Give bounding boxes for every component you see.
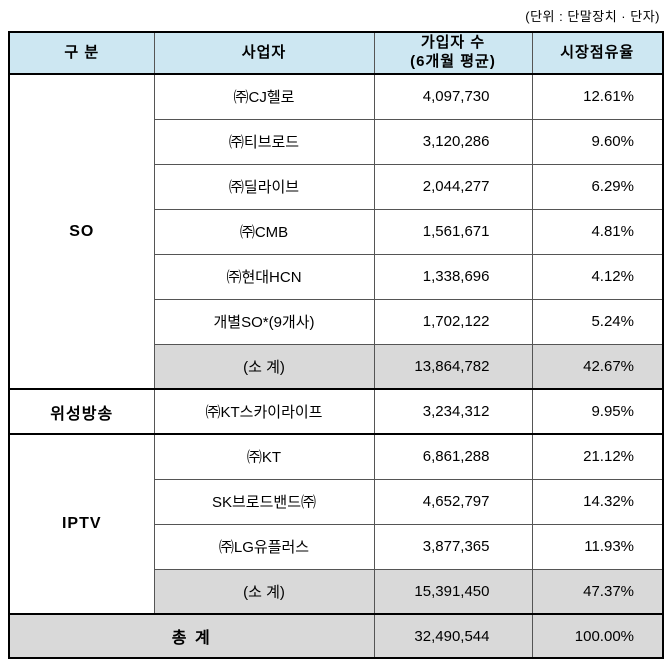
header-row: 구 분 사업자 가입자 수 (6개월 평균) 시장점유율 xyxy=(8,31,664,75)
total-label: 총 계 xyxy=(8,613,375,659)
share-cell: 14.32% xyxy=(531,478,664,525)
total-row: 총 계 32,490,544 100.00% xyxy=(8,613,664,659)
share-cell: 9.60% xyxy=(531,118,664,165)
share-cell: 9.95% xyxy=(531,388,664,435)
table-header: 구 분 사업자 가입자 수 (6개월 평균) 시장점유율 xyxy=(8,31,664,75)
group-label: SO xyxy=(8,73,155,390)
subscribers-cell: 1,702,122 xyxy=(373,298,533,345)
table-row: IPTV ㈜KT 6,861,288 21.12% xyxy=(8,433,664,615)
operator-cell: ㈜KT스카이라이프 xyxy=(153,388,375,435)
header-market-share: 시장점유율 xyxy=(531,31,664,75)
table-row: (소 계) 15,391,450 47.37% xyxy=(9,568,664,615)
group-label: IPTV xyxy=(8,433,155,615)
group-label: 위성방송 xyxy=(8,388,155,435)
table-row: ㈜딜라이브 2,044,277 6.29% xyxy=(9,163,664,210)
table-row: ㈜현대HCN 1,338,696 4.12% xyxy=(9,253,664,300)
market-share-table: 구 분 사업자 가입자 수 (6개월 평균) 시장점유율 SO ㈜CJ헬로 4,09… xyxy=(8,31,664,659)
subscribers-cell: 6,861,288 xyxy=(373,433,533,480)
table-row: (소 계) 13,864,782 42.67% xyxy=(9,343,664,390)
share-cell: 21.12% xyxy=(531,433,664,480)
subscribers-cell: 2,044,277 xyxy=(373,163,533,210)
table-row: SK브로드밴드㈜ 4,652,797 14.32% xyxy=(9,478,664,525)
operator-cell: ㈜CJ헬로 xyxy=(153,73,375,120)
total-share-cell: 100.00% xyxy=(531,613,664,659)
operator-cell: ㈜LG유플러스 xyxy=(153,523,375,570)
subscribers-cell: 13,864,782 xyxy=(373,343,533,390)
subscribers-cell: 15,391,450 xyxy=(373,568,533,615)
unit-note: (단위 : 단말장치 · 단자) xyxy=(525,9,660,24)
share-cell: 11.93% xyxy=(531,523,664,570)
share-cell: 6.29% xyxy=(531,163,664,210)
header-category: 구 분 xyxy=(8,31,155,75)
subscribers-cell: 3,234,312 xyxy=(373,388,533,435)
subscribers-cell: 1,561,671 xyxy=(373,208,533,255)
share-cell: 12.61% xyxy=(531,73,664,120)
table-row: ㈜티브로드 3,120,286 9.60% xyxy=(9,118,664,165)
operator-cell: (소 계) xyxy=(153,568,375,615)
table-row: 개별SO*(9개사) 1,702,122 5.24% xyxy=(9,298,664,345)
share-cell: 47.37% xyxy=(531,568,664,615)
operator-cell: (소 계) xyxy=(153,343,375,390)
subscribers-cell: 1,338,696 xyxy=(373,253,533,300)
operator-cell: ㈜티브로드 xyxy=(153,118,375,165)
operator-cell: ㈜딜라이브 xyxy=(153,163,375,210)
total-subscribers-cell: 32,490,544 xyxy=(373,613,533,659)
operator-cell: ㈜KT xyxy=(153,433,375,480)
header-operator: 사업자 xyxy=(153,31,375,75)
table-body: SO ㈜CJ헬로 4,097,730 12.61% ㈜티브로드 3,120,286 9.60… xyxy=(8,73,664,659)
subscribers-cell: 4,097,730 xyxy=(373,73,533,120)
share-cell: 4.81% xyxy=(531,208,664,255)
share-cell: 5.24% xyxy=(531,298,664,345)
operator-cell: ㈜CMB xyxy=(153,208,375,255)
table-row: ㈜CMB 1,561,671 4.81% xyxy=(9,208,664,255)
table-row: SO ㈜CJ헬로 4,097,730 12.61% xyxy=(8,73,664,390)
operator-cell: 개별SO*(9개사) xyxy=(153,298,375,345)
share-cell: 4.12% xyxy=(531,253,664,300)
table-row: 위성방송 ㈜KT스카이라이프 3,234,312 9.95% xyxy=(8,388,664,435)
operator-cell: ㈜현대HCN xyxy=(153,253,375,300)
subscribers-cell: 4,652,797 xyxy=(373,478,533,525)
header-subscribers: 가입자 수 (6개월 평균) xyxy=(373,31,533,75)
subscribers-cell: 3,120,286 xyxy=(373,118,533,165)
share-cell: 42.67% xyxy=(531,343,664,390)
subscribers-cell: 3,877,365 xyxy=(373,523,533,570)
operator-cell: SK브로드밴드㈜ xyxy=(153,478,375,525)
